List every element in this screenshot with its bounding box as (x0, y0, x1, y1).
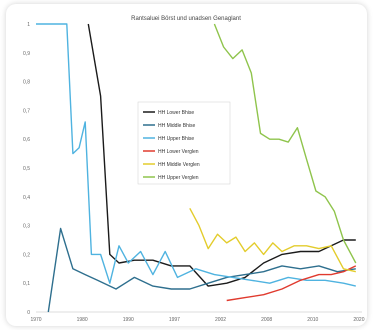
y-tick-label: 0 (27, 310, 30, 316)
x-tick-label: 2020 (353, 317, 364, 323)
y-tick-label: 0,4 (23, 195, 30, 201)
x-tick-label: 1990 (123, 317, 134, 323)
x-tick-label: 2002 (215, 317, 226, 323)
x-tick-label: 2010 (307, 317, 318, 323)
y-tick-label: 0,9 (23, 51, 30, 57)
legend-label: HH Upper Verglen (158, 175, 199, 181)
series-lines (36, 23, 357, 313)
x-tick-labels: 1970 1980 1990 1997 2002 2008 2010 2020 (30, 317, 364, 323)
series-line (189, 207, 356, 273)
line-chart: Rantsaluei Börst und unadsen Genaglant 0… (23, 16, 365, 323)
chart-title: Rantsaluei Börst und unadsen Genaglant (131, 16, 241, 22)
y-tick-label: 0,5 (23, 166, 30, 172)
x-tick-label: 1970 (30, 317, 41, 323)
series-line (47, 227, 356, 313)
y-tick-label: 0,2 (23, 252, 30, 258)
y-tick-label: 0,1 (23, 281, 30, 287)
chart-card: Rantsaluei Börst und unadsen Genaglant 0… (6, 4, 367, 326)
legend-label: HH Lower Verglen (158, 149, 199, 155)
legend: HH Lower Bhise HH Middle Bhise HH Upper Bh… (137, 101, 231, 185)
y-tick-label: 0,7 (23, 108, 30, 114)
x-tick-label: 1997 (169, 317, 180, 323)
y-tick-label: 1 (27, 22, 30, 28)
series-line (87, 23, 356, 287)
y-tick-label: 0,8 (23, 80, 30, 86)
legend-box (137, 101, 231, 185)
series-line (213, 23, 357, 264)
legend-label: HH Upper Bhise (158, 136, 194, 142)
series-line (36, 23, 356, 287)
x-tick-label: 1980 (77, 317, 88, 323)
x-tick-label: 2008 (261, 317, 272, 323)
legend-label: HH Lower Bhise (158, 110, 194, 116)
y-tick-labels: 0 0,1 0,2 0,3 0,4 0,5 0,6 0,7 0,8 0,9 1 (23, 22, 30, 316)
legend-label: HH Middle Verglen (158, 162, 200, 168)
y-tick-label: 0,6 (23, 137, 30, 143)
y-tick-label: 0,3 (23, 224, 30, 230)
legend-label: HH Middle Bhise (158, 123, 195, 129)
series-line (226, 265, 357, 302)
